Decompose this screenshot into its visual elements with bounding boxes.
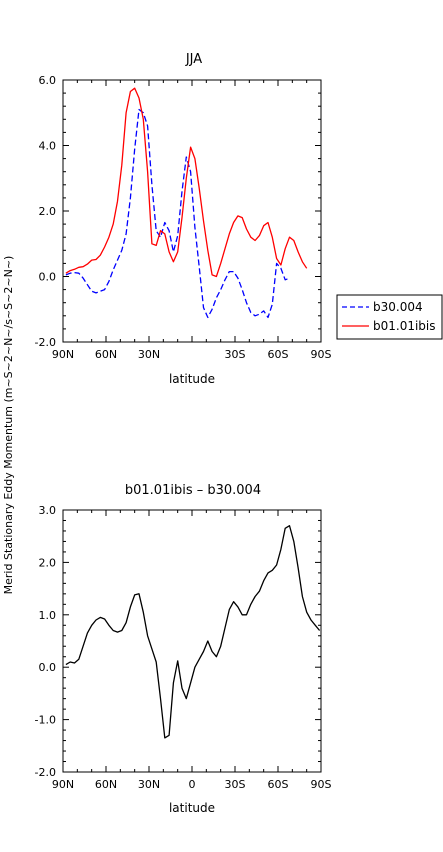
x-tick-label: 90N: [52, 778, 74, 791]
x-tick-label: 30S: [225, 348, 246, 361]
y-tick-label: 6.0: [39, 74, 57, 87]
series-line-b30-004: [65, 108, 290, 319]
x-tick-label: 60S: [268, 778, 289, 791]
axis-ticks: 90N 60N 30N 30S 60S 90S -2.0 0.0 2.0 4.0 6.0: [35, 74, 332, 361]
y-tick-label: -2.0: [35, 336, 56, 349]
x-axis-label: latitude: [169, 801, 215, 815]
chart-title: JJA: [185, 52, 202, 67]
plot-frame: [62, 509, 322, 773]
y-tick-label: 4.0: [39, 140, 57, 153]
y-tick-label: -2.0: [35, 766, 56, 779]
series-line-b01-01ibis: [65, 87, 308, 278]
axis-ticks: 90N 60N 30N 0 30S 60S 90S -2.0 -1.0 0.0 1.0 2.0 3.0: [35, 504, 332, 791]
x-tick-label: 60N: [95, 348, 117, 361]
chart-jja: JJA 90N 60N 30N 30S 60S 90S -2.0 0.0 2.0 4.0 6.0 l…: [35, 52, 443, 386]
x-tick-label: 30N: [138, 348, 160, 361]
y-tick-label: 2.0: [39, 205, 57, 218]
plot-frame: [62, 79, 322, 343]
series-lines: [65, 87, 308, 319]
x-tick-label: 30S: [225, 778, 246, 791]
series-lines: [65, 525, 321, 739]
y-tick-label: -1.0: [35, 714, 56, 727]
legend-label-b01-01ibis: b01.01ibis: [373, 319, 436, 333]
legend: b30.004 b01.01ibis: [336, 294, 443, 340]
y-tick-label: 2.0: [39, 556, 57, 569]
x-tick-label: 30N: [138, 778, 160, 791]
legend-label-b30-004: b30.004: [373, 300, 423, 314]
x-tick-label: 90S: [311, 778, 332, 791]
x-tick-label: 60S: [268, 348, 289, 361]
x-tick-label: 0: [189, 778, 196, 791]
chart-difference: b01.01ibis – b30.004 90N 60N 30N 0 30S 60S 90S…: [35, 483, 332, 815]
chart-title: b01.01ibis – b30.004: [125, 483, 261, 498]
x-tick-label: 90N: [52, 348, 74, 361]
x-tick-label: 90S: [311, 348, 332, 361]
x-axis-label: latitude: [169, 372, 215, 386]
x-tick-label: 60N: [95, 778, 117, 791]
y-tick-label: 0.0: [39, 271, 57, 284]
y-tick-label: 1.0: [39, 609, 57, 622]
y-tick-label: 0.0: [39, 661, 57, 674]
y-tick-label: 3.0: [39, 504, 57, 517]
legend-box: [336, 294, 443, 340]
series-line-difference: [65, 525, 321, 739]
y-axis-label: Merid Stationary Eddy Momentum (m~S~2~N~…: [2, 256, 15, 595]
